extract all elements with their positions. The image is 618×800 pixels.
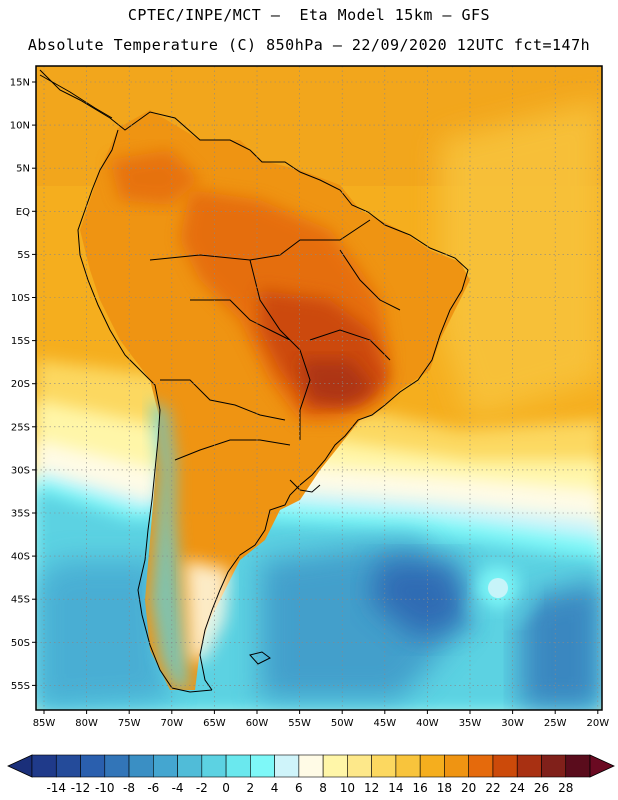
temperature-colorbar: -14 -12 -10 -8 -6 -4 -2 0 2 4 6 8 10 12 14 16 18 20 22 24 26… (7, 754, 615, 795)
colorbar-swatch (201, 754, 227, 778)
colorbar-swatch (395, 754, 421, 778)
lat-tick-label: 55S (11, 681, 30, 692)
colorbar-label: 22 (485, 781, 500, 795)
lon-tick-label: 20W (586, 718, 609, 729)
colorbar-swatch (516, 754, 542, 778)
colorbar-swatch (492, 754, 518, 778)
colorbar-swatch (250, 754, 275, 778)
lon-tick-label: 50W (331, 718, 354, 729)
colorbar-label: -6 (147, 781, 159, 795)
lat-tick-label: 15S (11, 336, 30, 347)
colorbar-label: 28 (558, 781, 573, 795)
colorbar-label: 2 (247, 781, 255, 795)
colorbar-label: 26 (534, 781, 549, 795)
lat-tick-label: 25S (11, 422, 30, 433)
latitude-axis: 15N 10N 5N EQ 5S 10S 15S 20S 25S 30S 35S 40S 45S 50S 5… (10, 78, 36, 692)
colorbar-swatch (274, 754, 300, 778)
colorbar-label: -14 (46, 781, 66, 795)
lat-tick-label: EQ (16, 207, 30, 218)
colorbar-label: 12 (364, 781, 379, 795)
colorbar-label: -2 (196, 781, 208, 795)
lat-tick-label: 30S (11, 465, 30, 476)
lon-tick-label: 55W (288, 718, 311, 729)
lat-tick-label: 5S (17, 250, 30, 261)
colorbar-label: 8 (319, 781, 327, 795)
longitude-axis: 85W 80W 75W 70W 65W 60W 55W 50W 45W 40W 35W 30W 25W 2… (33, 710, 609, 729)
graticule (36, 66, 602, 710)
lon-tick-label: 70W (160, 718, 183, 729)
lon-tick-label: 60W (246, 718, 269, 729)
colorbar-max-arrow (589, 754, 615, 778)
colorbar-min-arrow (7, 754, 33, 778)
colorbar-label: 4 (271, 781, 279, 795)
colorbar-label: 16 (413, 781, 428, 795)
lat-tick-label: 45S (11, 595, 30, 606)
colorbar-label: 0 (222, 781, 230, 795)
colorbar-swatch (225, 754, 251, 778)
colorbar-swatch (347, 754, 372, 778)
lon-tick-label: 80W (75, 718, 98, 729)
colorbar-label: 18 (437, 781, 452, 795)
colorbar-label: 14 (388, 781, 403, 795)
colorbar-swatch (80, 754, 106, 778)
continent-field (80, 110, 470, 690)
colorbar-swatch (419, 754, 445, 778)
colorbar-swatch (468, 754, 494, 778)
colorbar-label: 20 (461, 781, 476, 795)
lon-tick-label: 45W (373, 718, 396, 729)
lon-tick-label: 30W (501, 718, 524, 729)
colorbar-label: 6 (295, 781, 303, 795)
colorbar-swatch (104, 754, 130, 778)
colorbar-swatch (444, 754, 469, 778)
lat-tick-label: 40S (11, 552, 30, 563)
colorbar-swatch (128, 754, 154, 778)
lat-tick-label: 50S (11, 638, 30, 649)
colorbar-label: -4 (172, 781, 184, 795)
colorbar-label: -8 (123, 781, 135, 795)
colorbar-swatch (565, 754, 591, 778)
colorbar-swatch (541, 754, 567, 778)
colorbar-swatch (177, 754, 203, 778)
lat-tick-label: 10N (10, 121, 30, 132)
temperature-field (36, 66, 602, 710)
colorbar-swatch (298, 754, 324, 778)
lon-tick-label: 65W (203, 718, 226, 729)
lon-tick-label: 75W (118, 718, 141, 729)
lat-tick-label: 15N (10, 78, 30, 89)
lon-tick-label: 85W (33, 718, 56, 729)
colorbar-swatch (153, 754, 178, 778)
lat-tick-label: 35S (11, 509, 30, 520)
map-title-line-2: Absolute Temperature (C) 850hPa – 22/09/… (27, 36, 591, 54)
colorbar-swatch (371, 754, 397, 778)
lat-tick-label: 10S (11, 293, 30, 304)
colorbar-label: 10 (340, 781, 355, 795)
colorbar-swatch (55, 754, 81, 778)
map-frame (35, 65, 603, 711)
lat-tick-label: 5N (16, 164, 30, 175)
colorbar-swatch (322, 754, 348, 778)
lat-tick-label: 20S (11, 379, 30, 390)
lon-tick-label: 35W (459, 718, 482, 729)
colorbar-label: 24 (510, 781, 525, 795)
colorbar-label: -12 (71, 781, 91, 795)
map-title-line-1: CPTEC/INPE/MCT – Eta Model 15km – GFS (127, 6, 491, 24)
lon-tick-label: 40W (416, 718, 439, 729)
coastlines (39, 69, 469, 693)
lon-tick-label: 25W (544, 718, 567, 729)
colorbar-label: -10 (95, 781, 115, 795)
colorbar-swatch (31, 754, 57, 778)
